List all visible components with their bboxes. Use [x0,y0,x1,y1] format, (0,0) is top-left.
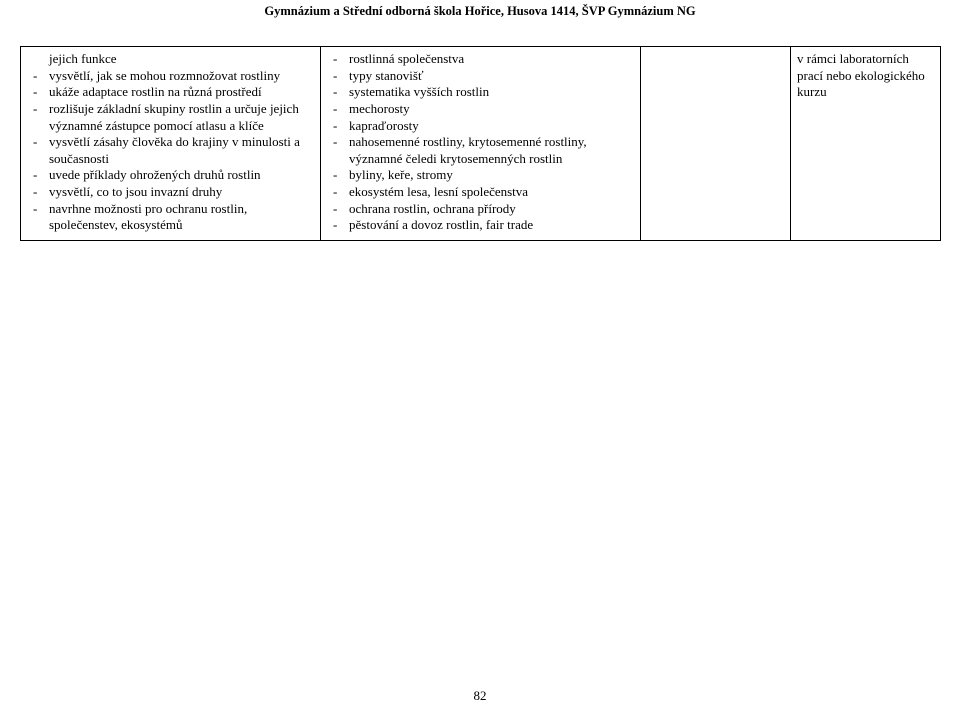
list-item: byliny, keře, stromy [327,167,634,184]
list-item: ochrana rostlin, ochrana přírody [327,201,634,218]
cell-outcomes: jejich funkce vysvětlí, jak se mohou roz… [21,47,321,241]
list-item: nahosemenné rostliny, krytosemenné rostl… [327,134,634,167]
page: Gymnázium a Střední odborná škola Hořice… [0,0,960,710]
list-item: uvede příklady ohrožených druhů rostlin [27,167,314,184]
list-item: vysvětlí, jak se mohou rozmnožovat rostl… [27,68,314,85]
list-item: typy stanovišť [327,68,634,85]
header-text: Gymnázium a Střední odborná škola Hořice… [264,4,695,18]
lead-line: jejich funkce [27,51,314,68]
col4-text: v rámci laboratorních prací nebo ekologi… [797,51,925,99]
cell-topics: rostlinná společenstva typy stanovišť sy… [321,47,641,241]
list-item: rozlišuje základní skupiny rostlin a urč… [27,101,314,134]
list-item: pěstování a dovoz rostlin, fair trade [327,217,634,234]
list-item: kapraďorosty [327,118,634,135]
list-item: vysvětlí, co to jsou invazní druhy [27,184,314,201]
topics-list: rostlinná společenstva typy stanovišť sy… [327,51,634,234]
list-item: vysvětlí zásahy člověka do krajiny v min… [27,134,314,167]
content-table: jejich funkce vysvětlí, jak se mohou roz… [20,46,941,241]
table-row: jejich funkce vysvětlí, jak se mohou roz… [21,47,941,241]
cell-notes: v rámci laboratorních prací nebo ekologi… [791,47,941,241]
outcomes-list: vysvětlí, jak se mohou rozmnožovat rostl… [27,68,314,234]
cell-empty [641,47,791,241]
list-item: rostlinná společenstva [327,51,634,68]
page-number: 82 [0,688,960,704]
list-item: ukáže adaptace rostlin na různá prostřed… [27,84,314,101]
page-header: Gymnázium a Střední odborná škola Hořice… [0,0,960,29]
list-item: navrhne možnosti pro ochranu rostlin, sp… [27,201,314,234]
list-item: systematika vyšších rostlin [327,84,634,101]
list-item: ekosystém lesa, lesní společenstva [327,184,634,201]
list-item: mechorosty [327,101,634,118]
